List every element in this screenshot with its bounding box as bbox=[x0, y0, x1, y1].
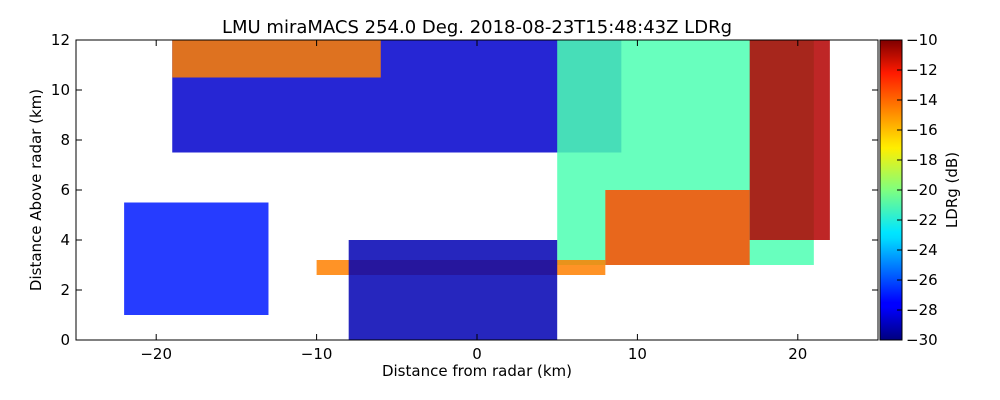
colorbar-tick-label: −20 bbox=[906, 181, 938, 199]
x-tick-label: 20 bbox=[788, 345, 807, 363]
y-tick-label: 6 bbox=[60, 181, 70, 199]
y-axis-label: Distance Above radar (km) bbox=[27, 89, 45, 291]
heatmap-region-7 bbox=[348, 240, 558, 340]
colorbar-tick-label: −18 bbox=[906, 151, 938, 169]
y-tick-label: 12 bbox=[51, 31, 70, 49]
y-tick-label: 2 bbox=[60, 281, 70, 299]
colorbar-tick-label: −24 bbox=[906, 241, 938, 259]
colorbar-label: LDRg (dB) bbox=[943, 152, 961, 228]
x-tick-label: 10 bbox=[628, 345, 647, 363]
colorbar-tick-label: −14 bbox=[906, 91, 938, 109]
heatmap-region-1 bbox=[172, 40, 381, 78]
colorbar-ticks: −10 −12 −14 −16 −18 −20 −22 −24 −26 −28 −30 bbox=[897, 31, 938, 349]
colorbar-tick-label: −10 bbox=[906, 31, 938, 49]
chart-title: LMU miraMACS 254.0 Deg. 2018-08-23T15:48… bbox=[222, 17, 732, 38]
colorbar: −10 −12 −14 −16 −18 −20 −22 −24 −26 −28 −30 LDRg (… bbox=[879, 31, 961, 349]
colorbar-tick-label: −12 bbox=[906, 61, 938, 79]
x-axis-ticks: −20 −10 0 10 20 bbox=[140, 40, 807, 363]
y-tick-label: 10 bbox=[51, 81, 70, 99]
colorbar-tick-label: −22 bbox=[906, 211, 938, 229]
x-tick-label: 0 bbox=[472, 345, 482, 363]
y-tick-label: 4 bbox=[60, 231, 70, 249]
y-tick-label: 0 bbox=[60, 331, 70, 349]
plot-area: −20 −10 0 10 20 0 2 4 6 8 10 12 bbox=[51, 31, 879, 363]
colorbar-tick-label: −28 bbox=[906, 301, 938, 319]
y-tick-label: 8 bbox=[60, 131, 70, 149]
x-tick-label: −10 bbox=[301, 345, 333, 363]
y-axis-ticks: 0 2 4 6 8 10 12 bbox=[51, 31, 878, 349]
heatmap-region-5 bbox=[124, 202, 269, 315]
colorbar-tick-label: −26 bbox=[906, 271, 938, 289]
ldr-heatmap bbox=[124, 40, 830, 340]
heatmap-region-4 bbox=[749, 40, 830, 240]
colorbar-tick-label: −16 bbox=[906, 121, 938, 139]
x-axis-label: Distance from radar (km) bbox=[382, 362, 572, 380]
heatmap-region-3 bbox=[605, 190, 750, 265]
x-tick-label: −20 bbox=[140, 345, 172, 363]
colorbar-tick-label: −30 bbox=[906, 331, 938, 349]
